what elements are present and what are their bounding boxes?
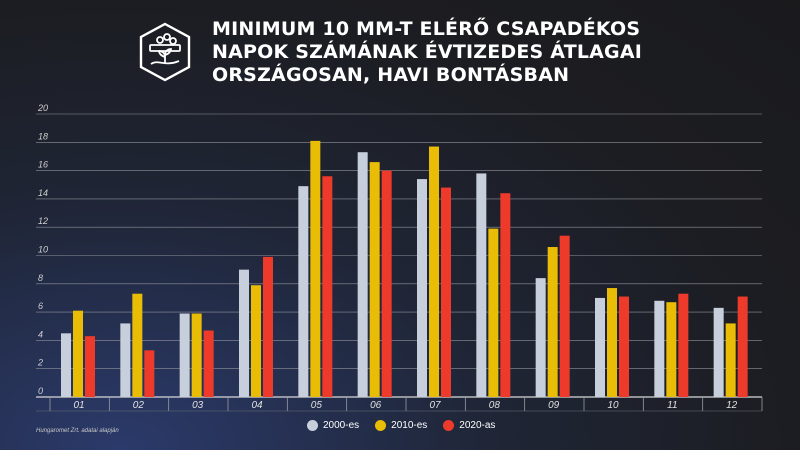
- x-tick-label: 03: [192, 400, 204, 411]
- x-tick-label: 10: [607, 400, 619, 411]
- bar-2010-es-08: [488, 228, 499, 397]
- y-tick-label: 4: [38, 329, 43, 339]
- x-tick-label: 02: [133, 400, 145, 411]
- bar-2020-as-07: [441, 187, 451, 397]
- bar-2000-es-03: [179, 313, 190, 397]
- bar-2020-as-04: [263, 256, 273, 397]
- bar-2020-as-02: [144, 350, 155, 397]
- title-line-2: NAPOK SZÁMÁNAK ÉVTIZEDES ÁTLAGAI: [212, 41, 643, 63]
- y-tick-label: 0: [38, 386, 43, 396]
- bar-2000-es-04: [239, 269, 249, 397]
- x-tick-label: 11: [667, 400, 677, 411]
- bar-2020-as-05: [322, 176, 333, 397]
- legend-item-2000: 2000-es: [307, 420, 359, 431]
- bar-2020-as-12: [737, 296, 748, 397]
- plant-in-hand-hexagon-icon: [139, 22, 191, 82]
- bar-2010-es-03: [191, 313, 202, 397]
- gridlines: 0 2 4 6 8 10 12 14 16 18 20: [36, 103, 762, 398]
- bar-2020-as-01: [85, 336, 95, 397]
- y-tick-label: 10: [38, 245, 48, 255]
- title-line-3: ORSZÁGOSAN, HAVI BONTÁSBAN: [212, 64, 570, 86]
- bar-2010-es-05: [310, 140, 321, 397]
- x-tick-label: 09: [548, 400, 560, 411]
- source-note: Hungaromet Zrt. adatai alapján: [36, 428, 119, 434]
- bar-2020-as-06: [381, 170, 392, 397]
- bar-2020-as-10: [619, 296, 629, 397]
- x-tick-label: 08: [489, 400, 501, 411]
- legend-swatch-2000: [307, 420, 318, 431]
- x-tick-label: 05: [311, 400, 323, 411]
- x-tick-label: 04: [251, 400, 263, 411]
- bar-2000-es-09: [535, 278, 546, 397]
- legend-label-2010: 2010-es: [391, 420, 428, 431]
- chart-title: MINIMUM 10 MM-T ELÉRŐ CSAPADÉKOS NAPOK S…: [212, 18, 643, 87]
- bars: [61, 140, 748, 397]
- legend-item-2020: 2020-as: [443, 420, 495, 431]
- bar-2010-es-10: [607, 288, 617, 397]
- legend-swatch-2020: [443, 420, 455, 431]
- y-tick-label: 14: [38, 188, 48, 198]
- bar-2000-es-01: [61, 333, 71, 397]
- bar-2000-es-11: [654, 300, 665, 397]
- legend-swatch-2010: [375, 420, 387, 431]
- bar-2000-es-08: [476, 173, 487, 397]
- y-tick-label: 2: [37, 358, 43, 368]
- bar-2020-as-09: [559, 235, 570, 397]
- y-tick-label: 16: [38, 160, 48, 170]
- bar-2010-es-04: [251, 285, 261, 397]
- x-tick-label: 12: [726, 400, 738, 411]
- x-tick-label: 07: [429, 400, 441, 411]
- bar-2010-es-01: [73, 310, 83, 397]
- x-tick-label: 01: [73, 400, 84, 411]
- title-line-1: MINIMUM 10 MM-T ELÉRŐ CSAPADÉKOS: [212, 18, 641, 40]
- legend: 2000-es 2010-es 2020-as: [307, 420, 495, 431]
- bar-2000-es-05: [298, 186, 309, 397]
- bar-2000-es-06: [357, 152, 368, 397]
- bar-2010-es-07: [429, 146, 439, 397]
- y-tick-label: 12: [38, 216, 48, 226]
- y-tick-label: 8: [38, 273, 43, 283]
- x-tick-label: 06: [370, 400, 382, 411]
- bar-2010-es-12: [725, 323, 736, 397]
- bar-2010-es-02: [132, 293, 143, 397]
- bar-2020-as-08: [500, 193, 511, 397]
- y-tick-label: 18: [38, 131, 48, 141]
- bar-2020-as-11: [678, 293, 689, 397]
- bar-2010-es-09: [547, 247, 558, 397]
- legend-label-2020: 2020-as: [459, 420, 496, 431]
- bar-2020-as-03: [203, 330, 214, 397]
- bar-2010-es-11: [666, 302, 677, 397]
- legend-label-2000: 2000-es: [323, 420, 360, 431]
- bar-2000-es-10: [595, 297, 605, 397]
- bar-2000-es-07: [417, 179, 427, 397]
- bar-2000-es-12: [713, 307, 724, 397]
- y-tick-label: 6: [38, 301, 43, 311]
- y-tick-label: 20: [37, 103, 48, 113]
- bar-2000-es-02: [120, 323, 131, 397]
- bar-2010-es-06: [369, 162, 380, 397]
- x-axis: 01 02 03 04 05 06 07 08 09 10 11 12: [36, 397, 763, 412]
- legend-item-2010: 2010-es: [375, 420, 427, 431]
